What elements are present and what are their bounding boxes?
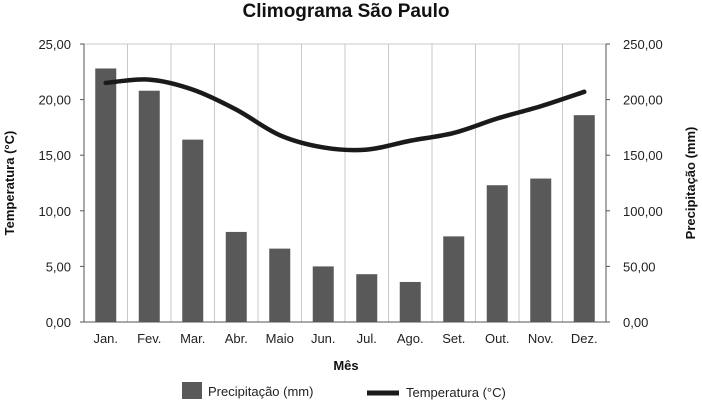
right-tick-label: 250,00 xyxy=(623,37,663,52)
legend-label-temperature: Temperatura (°C) xyxy=(406,385,506,400)
x-tick-label: Mar. xyxy=(180,331,205,346)
axes xyxy=(80,43,610,323)
x-tick-label: Dez. xyxy=(571,331,598,346)
left-tick-label: 25,00 xyxy=(38,37,71,52)
precipitation-bar-10 xyxy=(486,185,508,322)
legend-swatch-precipitation xyxy=(182,382,202,399)
right-tick-label: 200,00 xyxy=(623,93,663,108)
precipitation-bar-9 xyxy=(443,236,465,322)
right-axis-tick-labels: 0,00 50,00 100,00 150,00 200,00 250,00 xyxy=(623,37,663,330)
left-tick-label: 10,00 xyxy=(38,204,71,219)
left-tick-label: 15,00 xyxy=(38,148,71,163)
precipitation-bar-5 xyxy=(269,248,291,322)
grid-lines xyxy=(83,43,607,322)
x-axis-title: Mês xyxy=(333,358,358,373)
left-tick-label: 5,00 xyxy=(46,259,71,274)
right-tick-label: 0,00 xyxy=(623,315,648,330)
precipitation-bar-11 xyxy=(530,178,552,322)
temperature-line-group xyxy=(103,77,587,153)
x-tick-label: Set. xyxy=(442,331,465,346)
precipitation-bar-8 xyxy=(399,281,421,322)
temperature-line xyxy=(103,77,587,153)
x-tick-label: Out. xyxy=(485,331,510,346)
right-tick-label: 50,00 xyxy=(623,259,656,274)
x-axis-tick-labels: Jan. Fev. Mar. Abr. Maio Jun. Jul. Ago. Set. Out.… xyxy=(93,331,597,346)
x-tick-label: Fev. xyxy=(137,331,161,346)
left-tick-label: 0,00 xyxy=(46,315,71,330)
precipitation-bar-7 xyxy=(356,274,378,322)
precipitation-bar-2 xyxy=(138,90,160,322)
x-tick-label: Nov. xyxy=(528,331,554,346)
right-axis-title: Precipitação (mm) xyxy=(683,127,698,240)
x-tick-label: Ago. xyxy=(397,331,424,346)
legend: Precipitação (mm) Temperatura (°C) xyxy=(182,382,506,400)
precipitation-bar-12 xyxy=(573,115,595,322)
precipitation-bar-3 xyxy=(182,139,204,322)
precipitation-bar-1 xyxy=(95,68,117,323)
chart-title: Climograma São Paulo xyxy=(243,1,450,22)
x-tick-label: Abr. xyxy=(225,331,248,346)
left-axis-title: Temperatura (°C) xyxy=(2,131,17,236)
x-tick-label: Jan. xyxy=(93,331,118,346)
precipitation-bar-4 xyxy=(225,231,247,322)
left-axis-tick-labels: 0,00 5,00 10,00 15,00 20,00 25,00 xyxy=(38,37,71,330)
x-tick-label: Jun. xyxy=(311,331,336,346)
precipitation-bars xyxy=(95,68,595,323)
x-tick-label: Jul. xyxy=(357,331,377,346)
precipitation-bar-6 xyxy=(312,266,334,322)
right-tick-label: 100,00 xyxy=(623,204,663,219)
legend-label-precipitation: Precipitação (mm) xyxy=(208,384,313,399)
left-tick-label: 20,00 xyxy=(38,93,71,108)
x-tick-label: Maio xyxy=(266,331,294,346)
right-tick-label: 150,00 xyxy=(623,148,663,163)
